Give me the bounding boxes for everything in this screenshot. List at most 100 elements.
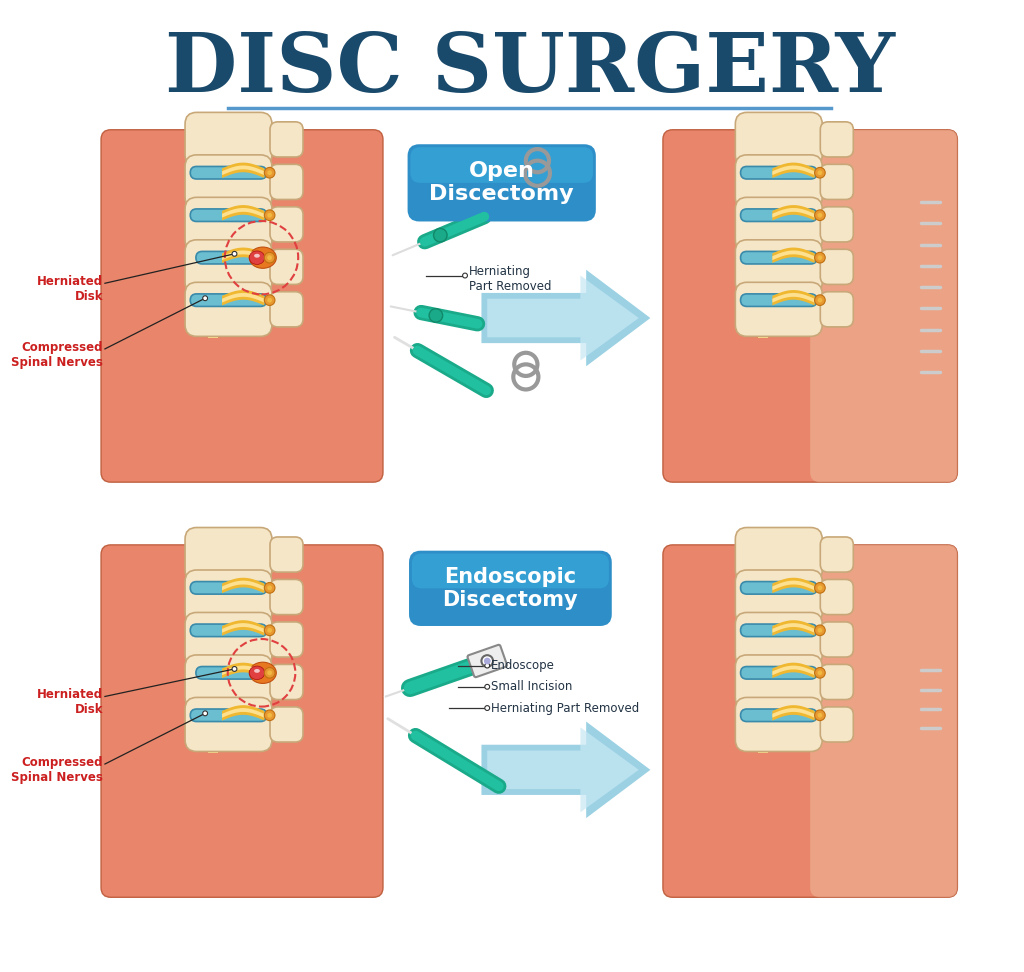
Circle shape: [267, 671, 272, 676]
Circle shape: [433, 228, 447, 242]
FancyBboxPatch shape: [185, 698, 272, 751]
Circle shape: [484, 706, 489, 711]
FancyBboxPatch shape: [740, 252, 817, 264]
Circle shape: [815, 295, 825, 305]
Circle shape: [481, 655, 493, 667]
FancyBboxPatch shape: [820, 122, 853, 157]
FancyBboxPatch shape: [190, 294, 266, 306]
FancyBboxPatch shape: [270, 292, 303, 327]
Circle shape: [815, 710, 825, 720]
Circle shape: [815, 582, 825, 593]
FancyBboxPatch shape: [270, 665, 303, 700]
FancyBboxPatch shape: [820, 207, 853, 242]
FancyBboxPatch shape: [408, 144, 596, 222]
Text: Small Incision: Small Incision: [492, 680, 572, 693]
Circle shape: [264, 253, 274, 263]
Circle shape: [815, 668, 825, 678]
Circle shape: [264, 210, 274, 221]
Text: Herniating Part Removed: Herniating Part Removed: [492, 702, 639, 714]
Circle shape: [264, 710, 274, 720]
FancyBboxPatch shape: [185, 113, 272, 166]
Text: Compressed
Spinal Nerves: Compressed Spinal Nerves: [11, 341, 103, 368]
FancyBboxPatch shape: [101, 545, 383, 897]
FancyBboxPatch shape: [270, 249, 303, 285]
Circle shape: [232, 252, 237, 257]
FancyBboxPatch shape: [270, 579, 303, 614]
Ellipse shape: [249, 666, 264, 679]
Circle shape: [267, 628, 272, 633]
Ellipse shape: [249, 662, 276, 683]
FancyBboxPatch shape: [735, 113, 822, 166]
FancyBboxPatch shape: [663, 545, 957, 897]
Text: Herniated
Disk: Herniated Disk: [37, 688, 103, 716]
Circle shape: [429, 309, 442, 323]
FancyBboxPatch shape: [185, 655, 272, 709]
Circle shape: [267, 170, 272, 175]
Circle shape: [203, 295, 208, 300]
FancyBboxPatch shape: [820, 292, 853, 327]
Circle shape: [203, 711, 208, 715]
Circle shape: [232, 667, 237, 672]
Ellipse shape: [249, 251, 264, 264]
FancyBboxPatch shape: [190, 581, 266, 594]
Circle shape: [817, 170, 822, 175]
FancyBboxPatch shape: [735, 197, 822, 252]
FancyBboxPatch shape: [735, 282, 822, 336]
FancyBboxPatch shape: [185, 612, 272, 667]
Circle shape: [264, 167, 274, 178]
Polygon shape: [208, 119, 218, 338]
Ellipse shape: [254, 669, 260, 673]
FancyBboxPatch shape: [185, 197, 272, 252]
FancyBboxPatch shape: [740, 667, 817, 679]
FancyBboxPatch shape: [409, 551, 611, 626]
FancyBboxPatch shape: [735, 698, 822, 751]
FancyBboxPatch shape: [810, 129, 957, 482]
FancyBboxPatch shape: [740, 209, 817, 222]
Circle shape: [267, 213, 272, 218]
Circle shape: [815, 625, 825, 636]
Text: Herniated
Disk: Herniated Disk: [37, 275, 103, 303]
Circle shape: [484, 663, 489, 668]
Circle shape: [267, 297, 272, 302]
FancyBboxPatch shape: [735, 155, 822, 209]
Polygon shape: [204, 536, 221, 751]
Text: Herniating
Part Removed: Herniating Part Removed: [469, 265, 551, 294]
FancyBboxPatch shape: [101, 129, 383, 482]
Circle shape: [817, 628, 822, 633]
FancyBboxPatch shape: [270, 164, 303, 199]
Polygon shape: [759, 534, 768, 753]
FancyBboxPatch shape: [820, 707, 853, 742]
Circle shape: [484, 684, 489, 689]
Circle shape: [267, 712, 272, 717]
FancyBboxPatch shape: [185, 528, 272, 581]
Polygon shape: [759, 119, 768, 338]
Circle shape: [264, 625, 274, 636]
FancyBboxPatch shape: [196, 667, 261, 679]
FancyBboxPatch shape: [735, 240, 822, 294]
FancyBboxPatch shape: [190, 624, 266, 637]
FancyBboxPatch shape: [820, 164, 853, 199]
Circle shape: [815, 167, 825, 178]
FancyBboxPatch shape: [270, 207, 303, 242]
FancyBboxPatch shape: [820, 249, 853, 285]
Circle shape: [817, 671, 822, 676]
FancyBboxPatch shape: [190, 209, 266, 222]
FancyBboxPatch shape: [735, 612, 822, 667]
Ellipse shape: [254, 254, 260, 258]
FancyBboxPatch shape: [270, 122, 303, 157]
FancyBboxPatch shape: [468, 644, 507, 677]
Circle shape: [264, 582, 274, 593]
Text: Open
Discectomy: Open Discectomy: [429, 161, 574, 204]
Polygon shape: [487, 727, 639, 813]
Circle shape: [817, 213, 822, 218]
FancyBboxPatch shape: [190, 166, 266, 179]
Polygon shape: [755, 121, 772, 336]
Circle shape: [463, 273, 467, 278]
Circle shape: [815, 210, 825, 221]
FancyBboxPatch shape: [270, 537, 303, 573]
Circle shape: [817, 297, 822, 302]
Circle shape: [484, 658, 490, 664]
FancyBboxPatch shape: [270, 707, 303, 742]
FancyBboxPatch shape: [190, 709, 266, 721]
Circle shape: [817, 256, 822, 260]
